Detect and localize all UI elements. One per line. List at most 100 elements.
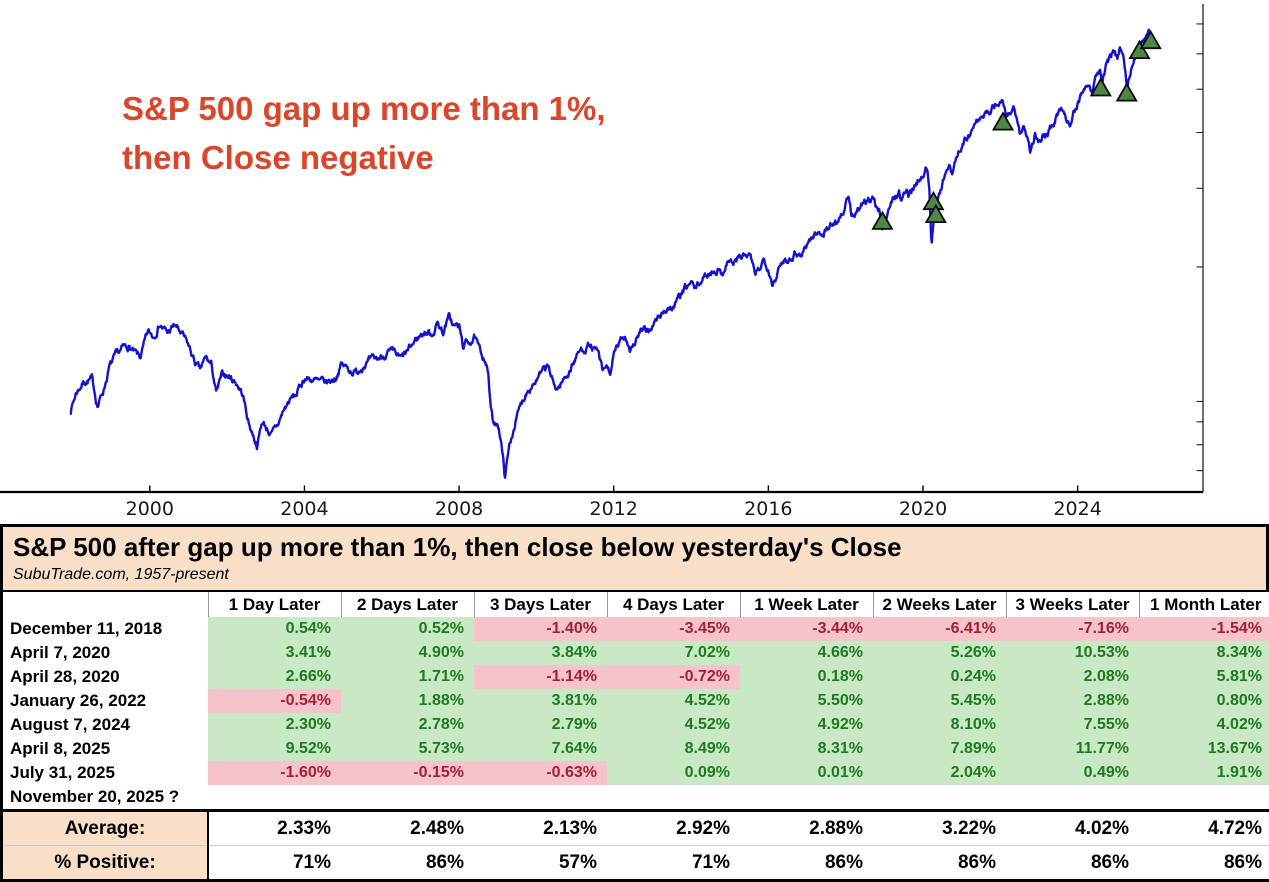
- percent-positive-value: 86%: [341, 845, 474, 879]
- row-date: November 20, 2025 ?: [3, 785, 208, 811]
- return-cell: 2.30%: [208, 713, 341, 737]
- average-label: Average:: [3, 809, 209, 846]
- return-cell: 8.10%: [873, 713, 1006, 737]
- return-cell: 9.52%: [208, 737, 341, 761]
- return-cell: -3.44%: [740, 617, 873, 641]
- percent-positive-row: % Positive: 71% 86% 57% 71% 86% 86% 86% 86%: [3, 845, 1269, 879]
- return-cell: 2.78%: [341, 713, 474, 737]
- return-cell: 4.92%: [740, 713, 873, 737]
- return-cell: -1.14%: [474, 665, 607, 689]
- column-header: 2 Weeks Later: [873, 592, 1007, 617]
- return-cell: 5.81%: [1139, 665, 1269, 689]
- table-title: S&P 500 after gap up more than 1%, then …: [13, 532, 902, 562]
- return-cell: 4.90%: [341, 641, 474, 665]
- average-value: 2.48%: [341, 809, 474, 846]
- table-row: January 26, 2022 -0.54% 1.88% 3.81% 4.52% 5.5…: [3, 689, 1269, 713]
- table-row: December 11, 2018 0.54% 0.52% -1.40% -3.45% -…: [3, 617, 1269, 641]
- table-subtitle: SubuTrade.com, 1957-present: [13, 566, 229, 583]
- return-cell: -1.40%: [474, 617, 607, 641]
- x-axis-tick-label: 2012: [590, 498, 638, 520]
- return-cell: -3.45%: [607, 617, 740, 641]
- return-cell: 3.84%: [474, 641, 607, 665]
- return-cell: 0.24%: [873, 665, 1006, 689]
- x-axis-tick-label: 2016: [744, 498, 792, 520]
- table-row: April 7, 2020 3.41% 4.90% 3.84% 7.02% 4.66% 5.…: [3, 641, 1269, 665]
- return-cell: 0.52%: [341, 617, 474, 641]
- return-cell: -6.41%: [873, 617, 1006, 641]
- price-line: [69, 28, 1153, 479]
- column-header: 3 Weeks Later: [1006, 592, 1140, 617]
- return-cell: 5.45%: [873, 689, 1006, 713]
- return-cell: 10.53%: [1006, 641, 1139, 665]
- row-date: August 7, 2024: [3, 713, 208, 737]
- column-header: 2 Days Later: [341, 592, 475, 617]
- return-cell: 0.18%: [740, 665, 873, 689]
- return-cell: 0.54%: [208, 617, 341, 641]
- return-cell: [1006, 785, 1139, 811]
- event-markers: [871, 29, 1162, 230]
- chart-canvas: 2000 2004 2008 2012 2016 2020 2024 S&P 500 gap…: [0, 4, 1204, 520]
- return-cell: -7.16%: [1006, 617, 1139, 641]
- percent-positive-value: 86%: [873, 845, 1006, 879]
- table-row: April 28, 2020 2.66% 1.71% -1.14% -0.72% 0.18…: [3, 665, 1269, 689]
- average-value: 2.88%: [740, 809, 873, 846]
- returns-grid: 1 Day Later 2 Days Later 3 Days Later 4 Day…: [3, 592, 1269, 879]
- event-triangle-up-icon: [1128, 39, 1151, 59]
- return-cell: -0.72%: [607, 665, 740, 689]
- column-header: 1 Day Later: [208, 592, 342, 617]
- table-row: November 20, 2025 ?: [3, 785, 1269, 811]
- return-cell: 8.49%: [607, 737, 740, 761]
- return-cell: 11.77%: [1006, 737, 1139, 761]
- x-axis-tick-label: 2024: [1053, 498, 1101, 520]
- return-cell: -1.54%: [1139, 617, 1269, 641]
- table-row: August 7, 2024 2.30% 2.78% 2.79% 4.52% 4.92% 8…: [3, 713, 1269, 737]
- return-cell: 2.04%: [873, 761, 1006, 785]
- return-cell: 3.41%: [208, 641, 341, 665]
- return-cell: 5.26%: [873, 641, 1006, 665]
- return-cell: 4.52%: [607, 713, 740, 737]
- percent-positive-value: 86%: [740, 845, 873, 879]
- row-date: January 26, 2022: [3, 689, 208, 713]
- average-value: 2.13%: [474, 809, 607, 846]
- row-date: July 31, 2025: [3, 761, 208, 785]
- table-title-band: S&P 500 after gap up more than 1%, then …: [3, 527, 1266, 592]
- return-cell: 4.02%: [1139, 713, 1269, 737]
- column-header-dates: [3, 592, 209, 617]
- returns-table: S&P 500 after gap up more than 1%, then …: [0, 524, 1269, 882]
- return-cell: [208, 785, 341, 811]
- average-value: 4.72%: [1139, 809, 1269, 846]
- return-cell: 7.55%: [1006, 713, 1139, 737]
- percent-positive-label: % Positive:: [3, 845, 209, 879]
- column-header: 3 Days Later: [474, 592, 608, 617]
- chart-title-line1: S&P 500 gap up more than 1%,: [122, 90, 606, 127]
- average-value: 3.22%: [873, 809, 1006, 846]
- event-triangle-up-icon: [1089, 77, 1112, 97]
- return-cell: 2.08%: [1006, 665, 1139, 689]
- percent-positive-value: 71%: [208, 845, 341, 879]
- column-header: 4 Days Later: [607, 592, 741, 617]
- return-cell: -0.54%: [208, 689, 341, 713]
- return-cell: 2.88%: [1006, 689, 1139, 713]
- x-axis-tick-label: 2000: [126, 498, 174, 520]
- return-cell: 1.71%: [341, 665, 474, 689]
- return-cell: 7.64%: [474, 737, 607, 761]
- sp500-price-polyline: [69, 28, 1153, 479]
- row-date: April 8, 2025: [3, 737, 208, 761]
- x-axis-tick-label: 2008: [435, 498, 483, 520]
- return-cell: 0.49%: [1006, 761, 1139, 785]
- x-axis-tick-label: 2004: [280, 498, 328, 520]
- column-header: 1 Week Later: [740, 592, 874, 617]
- return-cell: 7.02%: [607, 641, 740, 665]
- return-cell: 3.81%: [474, 689, 607, 713]
- row-date: December 11, 2018: [3, 617, 208, 641]
- event-triangle-up-icon: [922, 190, 945, 211]
- return-cell: -1.60%: [208, 761, 341, 785]
- sp500-line-chart: 2000 2004 2008 2012 2016 2020 2024 S&P 500 gap…: [0, 4, 1204, 520]
- percent-positive-value: 86%: [1006, 845, 1139, 879]
- chart-axes: 2000 2004 2008 2012 2016 2020 2024: [0, 4, 1204, 520]
- return-cell: 7.89%: [873, 737, 1006, 761]
- return-cell: 0.80%: [1139, 689, 1269, 713]
- return-cell: 5.50%: [740, 689, 873, 713]
- table-row: July 31, 2025 -1.60% -0.15% -0.63% 0.09% 0.01…: [3, 761, 1269, 785]
- return-cell: 8.34%: [1139, 641, 1269, 665]
